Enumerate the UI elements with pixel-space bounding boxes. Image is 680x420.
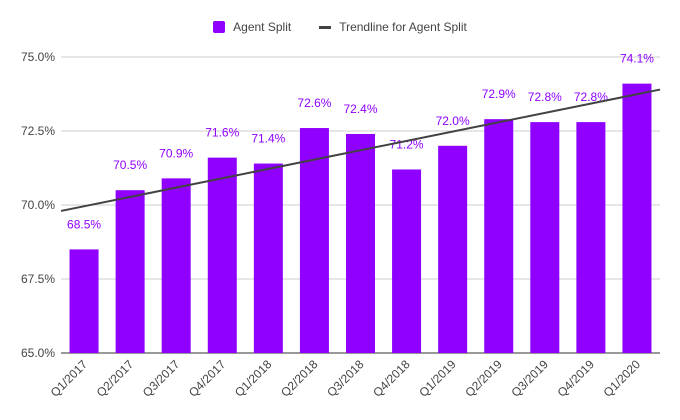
bar xyxy=(622,83,652,353)
x-tick-label: Q1/2020 xyxy=(601,357,644,400)
bar xyxy=(484,119,514,353)
data-label: 70.9% xyxy=(159,146,193,160)
x-tick-label: Q4/2019 xyxy=(555,357,598,400)
legend-label-trendline: Trendline for Agent Split xyxy=(339,20,467,34)
y-tick-label: 67.5% xyxy=(21,272,55,286)
data-label: 71.4% xyxy=(251,132,285,146)
y-tick-label: 75.0% xyxy=(21,50,55,64)
bar xyxy=(69,249,99,353)
data-label: 72.6% xyxy=(297,96,331,110)
x-tick-label: Q2/2019 xyxy=(462,357,505,400)
legend-item-trendline[interactable]: Trendline for Agent Split xyxy=(319,20,467,34)
y-tick-label: 70.0% xyxy=(21,198,55,212)
data-label: 72.8% xyxy=(528,90,562,104)
legend-swatch-line xyxy=(319,25,332,29)
data-label: 71.2% xyxy=(390,137,424,151)
data-label: 70.5% xyxy=(113,158,147,172)
bar xyxy=(392,169,422,353)
data-label: 71.6% xyxy=(205,126,239,140)
bar xyxy=(115,190,145,353)
x-tick-label: Q4/2017 xyxy=(186,357,229,400)
data-label: 72.0% xyxy=(436,114,470,128)
data-label: 68.5% xyxy=(67,217,101,231)
y-tick-label: 65.0% xyxy=(21,346,55,360)
x-tick-label: Q4/2018 xyxy=(370,357,413,400)
x-tick-label: Q1/2018 xyxy=(232,357,275,400)
bar xyxy=(576,122,606,354)
bar xyxy=(299,128,329,353)
bar xyxy=(253,163,283,353)
x-tick-label: Q2/2018 xyxy=(278,357,321,400)
x-tick-label: Q3/2018 xyxy=(324,357,367,400)
trendline xyxy=(60,88,661,212)
x-tick-label: Q2/2017 xyxy=(94,357,137,400)
x-tick-label: Q3/2019 xyxy=(508,357,551,400)
data-label: 72.9% xyxy=(482,87,516,101)
legend: Agent Split Trendline for Agent Split xyxy=(0,20,680,34)
data-label: 72.4% xyxy=(343,102,377,116)
bar xyxy=(346,133,375,353)
bar xyxy=(438,145,468,353)
legend-swatch-bar xyxy=(213,21,226,33)
legend-label-agent-split: Agent Split xyxy=(233,20,292,34)
legend-item-agent-split[interactable]: Agent Split xyxy=(213,20,291,34)
bar xyxy=(207,157,237,353)
bar xyxy=(161,178,191,353)
x-tick-label: Q1/2019 xyxy=(416,357,459,400)
bar xyxy=(530,122,560,354)
x-tick-label: Q3/2017 xyxy=(140,357,183,400)
data-label: 72.8% xyxy=(574,90,608,104)
x-tick-label: Q1/2017 xyxy=(48,357,91,400)
y-tick-label: 72.5% xyxy=(21,124,55,138)
data-label: 74.1% xyxy=(620,52,654,66)
